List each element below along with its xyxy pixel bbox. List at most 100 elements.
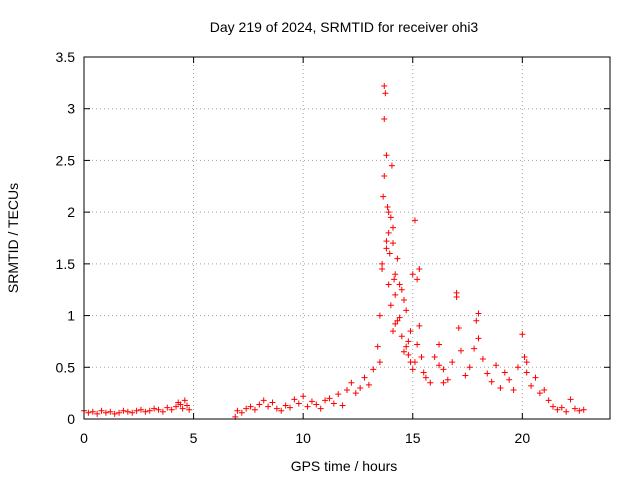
data-point xyxy=(291,396,298,403)
data-point xyxy=(385,209,392,216)
x-tick-label: 15 xyxy=(405,430,421,446)
data-point xyxy=(265,403,272,410)
data-point xyxy=(394,255,401,262)
data-point xyxy=(403,307,410,314)
data-point xyxy=(287,404,294,411)
data-point xyxy=(295,400,302,407)
data-point xyxy=(384,203,391,210)
data-point xyxy=(414,341,421,348)
data-point xyxy=(352,390,359,397)
data-point xyxy=(186,406,193,413)
data-point xyxy=(422,374,429,381)
data-point xyxy=(409,366,416,373)
grid-layer xyxy=(84,57,610,419)
data-point xyxy=(383,238,390,245)
y-tick-label: 2 xyxy=(67,204,75,220)
data-point xyxy=(243,405,250,412)
x-tick-label: 10 xyxy=(295,430,311,446)
data-point xyxy=(344,387,350,394)
data-point xyxy=(361,374,368,381)
data-point xyxy=(376,312,383,319)
data-point xyxy=(181,397,188,404)
y-tick-label: 1 xyxy=(67,308,75,324)
data-point xyxy=(179,405,186,412)
data-point xyxy=(462,372,469,379)
data-point xyxy=(416,322,423,329)
data-point xyxy=(506,376,513,383)
data-point xyxy=(390,240,397,247)
data-point xyxy=(475,310,482,317)
data-point xyxy=(414,276,421,283)
data-point xyxy=(536,390,543,397)
y-tick-label: 0 xyxy=(67,411,75,427)
data-point xyxy=(173,403,180,410)
data-point xyxy=(390,224,397,231)
data-point xyxy=(576,407,583,414)
data-point xyxy=(550,403,557,410)
data-point xyxy=(326,395,333,402)
data-point xyxy=(427,379,434,386)
data-point xyxy=(382,90,389,97)
data-point xyxy=(501,369,508,376)
data-point xyxy=(164,404,171,411)
data-point xyxy=(339,402,346,409)
y-tick-label: 1.5 xyxy=(56,256,76,272)
data-point xyxy=(407,328,414,335)
data-point xyxy=(388,162,395,169)
data-point xyxy=(335,391,342,398)
data-point xyxy=(238,409,245,416)
data-point xyxy=(370,366,377,373)
data-point xyxy=(416,266,423,273)
data-point xyxy=(466,364,473,371)
data-point xyxy=(455,324,462,331)
data-point xyxy=(567,396,574,403)
data-point xyxy=(436,341,443,348)
data-point xyxy=(440,379,447,386)
data-point xyxy=(151,405,158,412)
data-point xyxy=(479,356,486,363)
data-point xyxy=(475,335,482,342)
data-point xyxy=(177,401,184,408)
data-point xyxy=(411,217,418,224)
data-point xyxy=(409,271,416,278)
data-point xyxy=(330,400,337,407)
data-point xyxy=(155,406,162,413)
data-point xyxy=(381,172,388,179)
data-point xyxy=(282,402,289,409)
data-point xyxy=(431,353,438,360)
data-point xyxy=(440,366,447,373)
data-point xyxy=(111,410,118,417)
data-point xyxy=(405,338,412,345)
data-point xyxy=(473,317,480,324)
x-tick-label: 5 xyxy=(190,430,198,446)
data-point xyxy=(168,406,175,413)
data-point xyxy=(444,376,451,383)
data-point xyxy=(400,297,407,304)
tick-layer: 0 0.5 1 1.5 2 2.5 3 3.5 0 5 10 15 20 xyxy=(56,49,610,446)
data-point xyxy=(273,405,280,412)
data-point xyxy=(387,214,394,221)
data-point xyxy=(278,407,285,414)
data-point xyxy=(269,399,276,406)
data-point xyxy=(545,397,552,404)
data-point xyxy=(453,293,460,300)
data-point xyxy=(392,291,399,298)
data-point xyxy=(436,362,443,369)
data-point xyxy=(386,250,393,257)
data-point xyxy=(554,406,561,413)
data-point xyxy=(146,407,153,414)
data-point xyxy=(85,409,92,416)
data-point xyxy=(523,369,530,376)
data-point xyxy=(392,320,399,327)
chart-title: Day 219 of 2024, SRMTID for receiver ohi… xyxy=(210,19,479,35)
data-point xyxy=(519,331,526,338)
data-point xyxy=(308,398,315,405)
data-point xyxy=(260,397,267,404)
data-point xyxy=(411,359,418,366)
data-point xyxy=(571,405,578,412)
data-point xyxy=(405,351,412,358)
x-axis-label: GPS time / hours xyxy=(291,458,398,474)
data-point xyxy=(484,370,491,377)
data-point xyxy=(580,406,587,413)
